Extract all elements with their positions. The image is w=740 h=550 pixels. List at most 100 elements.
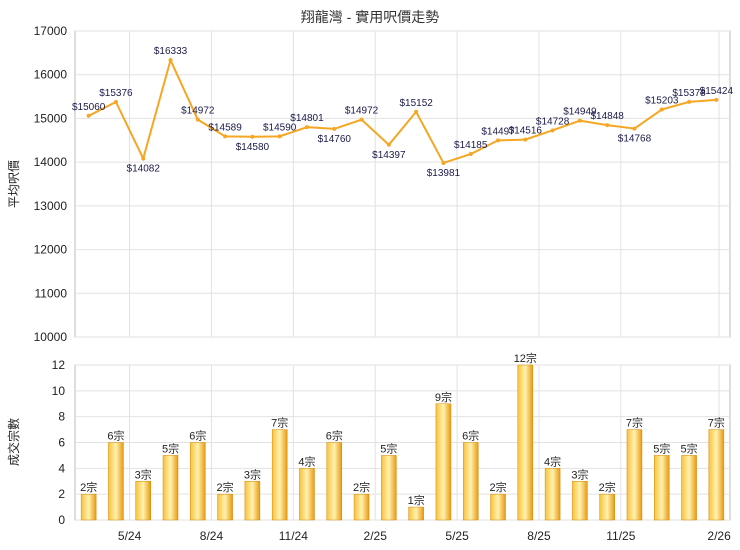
x-tick-label: 8/25 <box>527 529 551 543</box>
bar-y-tick-label: 8 <box>58 410 65 424</box>
price-data-label: $14949 <box>563 107 597 118</box>
volume-bar <box>626 429 643 521</box>
price-point <box>223 134 228 139</box>
price-data-label: $14580 <box>236 142 270 153</box>
volume-bar <box>408 506 424 521</box>
volume-bar <box>244 481 261 521</box>
x-tick-label: 11/25 <box>606 529 635 543</box>
bar-y-tick-label: 6 <box>58 436 65 450</box>
volume-bar <box>217 493 233 521</box>
volume-bar <box>162 455 179 521</box>
price-point <box>550 128 555 133</box>
volume-bar <box>353 493 370 521</box>
volume-bar <box>80 493 97 521</box>
price-point <box>605 123 610 128</box>
price-point <box>632 126 637 131</box>
price-point <box>577 118 582 123</box>
price-data-label: $14397 <box>372 150 406 161</box>
line-chart-panel: 10000 11000 12000 13000 14000 15000 16000 17000… <box>7 24 733 344</box>
price-data-label: $14728 <box>536 116 570 127</box>
price-point <box>496 138 501 143</box>
volume-data-label: 6宗 <box>462 429 479 443</box>
volume-data-label: 7宗 <box>271 416 288 430</box>
price-data-label: $13981 <box>427 168 461 179</box>
line-y-tick-label: 10000 <box>34 330 68 344</box>
volume-bar <box>572 481 588 521</box>
bar-y-tick-label: 0 <box>58 513 65 527</box>
volume-data-label: 3宗 <box>244 467 261 481</box>
volume-data-label: 5宗 <box>653 441 670 455</box>
price-point <box>468 152 473 157</box>
bar-chart-panel: 0 2 4 6 8 10 12 成交宗數 2宗 6宗 3宗 5宗 6宗 2宗 3宗 7宗 4宗 6宗 2宗 5宗 1… <box>6 351 731 543</box>
price-data-label: $14972 <box>181 106 215 117</box>
volume-bar <box>435 403 452 521</box>
price-data-label: $14590 <box>263 122 297 133</box>
price-point <box>195 117 200 122</box>
x-tick-label: 5/24 <box>118 529 142 543</box>
line-y-tick-label: 11000 <box>35 286 68 300</box>
price-point <box>332 126 337 131</box>
x-tick-label: 2/25 <box>364 529 388 543</box>
price-data-label: $15376 <box>99 88 133 99</box>
price-data-label: $14768 <box>618 134 652 145</box>
volume-bar <box>135 481 151 521</box>
price-data-label: $14516 <box>509 126 543 137</box>
volume-bar <box>654 455 670 521</box>
price-point <box>277 134 282 139</box>
volume-data-label: 2宗 <box>80 480 97 494</box>
price-data-label: $16333 <box>154 46 188 57</box>
line-y-tick-label: 14000 <box>34 155 68 169</box>
price-data-label: $15060 <box>72 102 106 113</box>
chart-title: 翔龍灣 - 實用呎價走勢 <box>301 9 439 25</box>
volume-data-label: 6宗 <box>326 429 343 443</box>
volume-data-label: 9宗 <box>435 390 452 404</box>
x-tick-label: 2/26 <box>707 529 731 543</box>
x-tick-label: 11/24 <box>279 529 308 543</box>
volume-data-label: 6宗 <box>189 429 206 443</box>
price-point <box>304 125 309 130</box>
volume-data-label: 4宗 <box>298 454 315 468</box>
volume-bar <box>381 455 397 521</box>
price-data-label: $14972 <box>345 106 379 117</box>
price-point <box>250 134 255 139</box>
price-point <box>386 142 391 147</box>
price-point <box>113 99 118 104</box>
price-data-label: $15424 <box>700 86 734 97</box>
line-y-axis-label: 平均呎價 <box>7 160 21 208</box>
line-y-tick-label: 13000 <box>34 199 68 213</box>
volume-bar <box>108 442 124 521</box>
price-series-line <box>88 57 717 165</box>
volume-data-label: 2宗 <box>489 480 506 494</box>
volume-data-label: 6宗 <box>107 429 124 443</box>
price-point <box>359 117 364 122</box>
volume-bar <box>708 429 725 521</box>
volume-data-label: 2宗 <box>353 480 370 494</box>
price-point <box>687 99 692 104</box>
line-y-tick-label: 17000 <box>34 24 68 38</box>
volume-bar <box>462 442 479 521</box>
line-plot-area <box>74 30 731 338</box>
price-data-label: $14497 <box>481 126 515 137</box>
price-data-label: $14848 <box>591 111 625 122</box>
price-point <box>441 160 446 165</box>
bar-y-tick-label: 4 <box>58 461 65 475</box>
price-data-label: $15152 <box>399 98 433 109</box>
price-point <box>659 107 664 112</box>
volume-bar <box>681 455 697 521</box>
volume-data-label: 5宗 <box>162 441 179 455</box>
price-point <box>168 58 173 63</box>
volume-data-label: 12宗 <box>514 351 537 365</box>
volume-data-label: 7宗 <box>708 416 725 430</box>
volume-data-label: 7宗 <box>626 416 643 430</box>
bar-y-tick-label: 12 <box>52 358 66 372</box>
line-y-tick-label: 12000 <box>34 243 68 257</box>
volume-data-label: 5宗 <box>380 441 397 455</box>
price-point <box>714 97 719 102</box>
volume-bar <box>326 442 343 521</box>
line-y-tick-label: 15000 <box>34 111 68 125</box>
volume-bar <box>544 468 561 521</box>
bar-y-tick-label: 2 <box>58 487 65 501</box>
price-data-label: $15203 <box>645 96 679 107</box>
price-point <box>414 109 419 114</box>
